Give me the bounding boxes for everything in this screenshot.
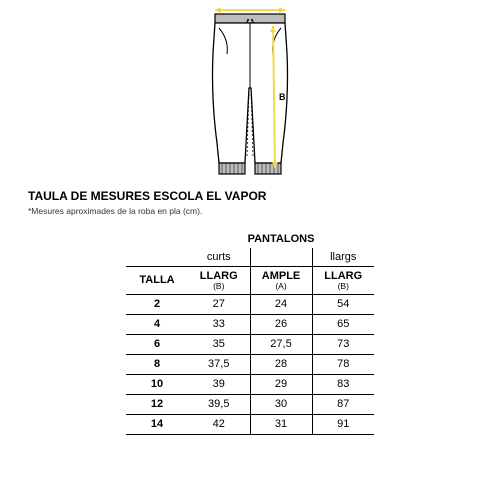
table-row: 10392983 [126,374,374,394]
cell-ample: 24 [250,294,312,314]
cell-llargs-llarg: 87 [312,394,374,414]
cell-ample: 27,5 [250,334,312,354]
cell-curts-llarg: 39,5 [188,394,250,414]
pants-svg: A B [175,8,325,183]
cell-ample: 31 [250,414,312,434]
cell-talla: 6 [126,334,188,354]
cell-curts-llarg: 37,5 [188,354,250,374]
col-llargs-llarg: LLARG (B) [312,267,374,295]
table-row: 1239,53087 [126,394,374,414]
cell-curts-llarg: 33 [188,314,250,334]
cell-curts-llarg: 27 [188,294,250,314]
group-curts: curts [188,248,250,267]
cell-llargs-llarg: 65 [312,314,374,334]
measurements-table: PANTALONS curts llargs TALLA LLARG (B) A… [126,230,374,435]
label-b: B [279,92,286,102]
col-curts-llarg: LLARG (B) [188,267,250,295]
cell-llargs-llarg: 91 [312,414,374,434]
category-header: PANTALONS [188,230,374,248]
cell-talla: 14 [126,414,188,434]
cell-talla: 4 [126,314,188,334]
cell-talla: 10 [126,374,188,394]
table-row: 837,52878 [126,354,374,374]
label-a: A [247,8,254,10]
group-llargs: llargs [312,248,374,267]
cell-talla: 12 [126,394,188,414]
table-row: 63527,573 [126,334,374,354]
col-talla: TALLA [126,267,188,295]
pants-illustration: A B [28,8,472,183]
cell-ample: 28 [250,354,312,374]
table-row: 2272454 [126,294,374,314]
col-ample: AMPLE (A) [250,267,312,295]
cell-llargs-llarg: 73 [312,334,374,354]
cell-talla: 8 [126,354,188,374]
cell-ample: 30 [250,394,312,414]
cell-llargs-llarg: 78 [312,354,374,374]
cell-ample: 26 [250,314,312,334]
cell-talla: 2 [126,294,188,314]
table-row: 14423191 [126,414,374,434]
page-subtitle: *Mesures aproximades de la roba en pla (… [28,206,472,216]
cell-ample: 29 [250,374,312,394]
cell-curts-llarg: 39 [188,374,250,394]
cell-llargs-llarg: 54 [312,294,374,314]
cell-curts-llarg: 42 [188,414,250,434]
table-row: 4332665 [126,314,374,334]
cell-curts-llarg: 35 [188,334,250,354]
cell-llargs-llarg: 83 [312,374,374,394]
page-title: TAULA DE MESURES ESCOLA EL VAPOR [28,189,472,203]
